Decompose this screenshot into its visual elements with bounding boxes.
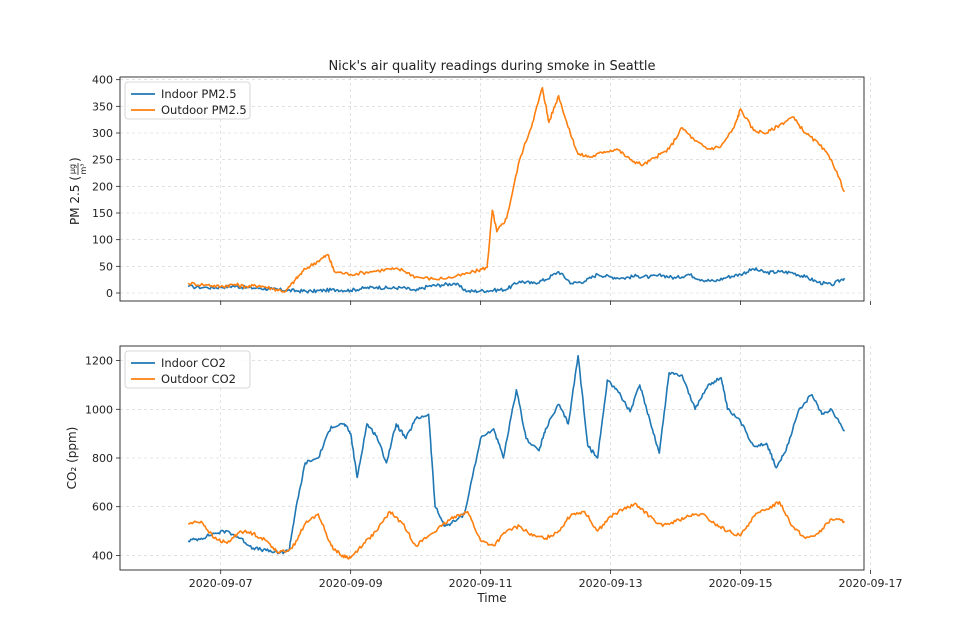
pm25-ytick-label: 350 — [92, 100, 113, 113]
co2-xtick-label: 2020-09-09 — [319, 577, 383, 590]
co2-xtick-label: 2020-09-11 — [449, 577, 513, 590]
co2-legend: Indoor CO2 Outdoor CO2 — [124, 350, 251, 389]
pm25-ylabel: PM 2.5 ( µg m³ ) — [68, 157, 88, 225]
pm25-ytick-label: 100 — [92, 234, 113, 247]
pm25-ylabel-denominator: m³ — [79, 164, 88, 175]
co2-ytick-label: 800 — [92, 452, 113, 465]
co2-series-line-indoor-co2 — [187, 354, 846, 555]
pm25-legend-label: Indoor PM2.5 — [161, 87, 237, 101]
pm25-ylabel-numerator: µg — [68, 164, 77, 174]
pm25-ylabel-main: PM 2.5 ( — [68, 176, 82, 225]
co2-xtick-label: 2020-09-15 — [709, 577, 773, 590]
pm25-series-line-indoor-pm2-5 — [187, 267, 846, 294]
pm25-series-line-outdoor-pm2-5 — [187, 86, 846, 293]
co2-ylabel: CO₂ (ppm) — [65, 427, 79, 490]
co2-axes-frame — [119, 345, 865, 571]
co2-ytick-label: 400 — [92, 549, 113, 562]
pm25-ylabel-close: ) — [68, 157, 82, 162]
pm25-ytick-label: 300 — [92, 127, 113, 140]
chart-title: Nick's air quality readings during smoke… — [328, 59, 655, 74]
pm25-axes-frame — [119, 76, 865, 302]
pm25-ytick-label: 200 — [92, 180, 113, 193]
pm25-panel: 0 50 100 150 200 250 300 350 400 Indoor PM2.5 Outd… — [92, 74, 871, 305]
x-axis-title: Time — [476, 591, 506, 605]
pm25-ytick-label: 250 — [92, 154, 113, 167]
co2-ytick-label: 1200 — [85, 355, 113, 368]
co2-ytick-label: 1000 — [85, 403, 113, 416]
pm25-ytick-label: 50 — [99, 260, 113, 273]
pm25-ytick-label: 400 — [92, 74, 113, 87]
co2-xtick-label: 2020-09-13 — [579, 577, 643, 590]
pm25-ytick-label: 0 — [106, 287, 113, 300]
co2-series-line-outdoor-co2 — [188, 501, 846, 560]
co2-xtick-label: 2020-09-07 — [189, 577, 253, 590]
co2-panel: 400 600 800 1000 1200 2020-09-07 2020-09-09 202… — [85, 345, 903, 590]
co2-ytick-label: 600 — [92, 501, 113, 514]
co2-legend-label: Outdoor CO2 — [161, 372, 236, 386]
co2-legend-label: Indoor CO2 — [161, 356, 226, 370]
pm25-ytick-label: 150 — [92, 207, 113, 220]
pm25-legend: Indoor PM2.5 Outdoor PM2.5 — [124, 81, 251, 120]
co2-xtick-label: 2020-09-17 — [839, 577, 903, 590]
pm25-legend-label: Outdoor PM2.5 — [161, 103, 247, 117]
